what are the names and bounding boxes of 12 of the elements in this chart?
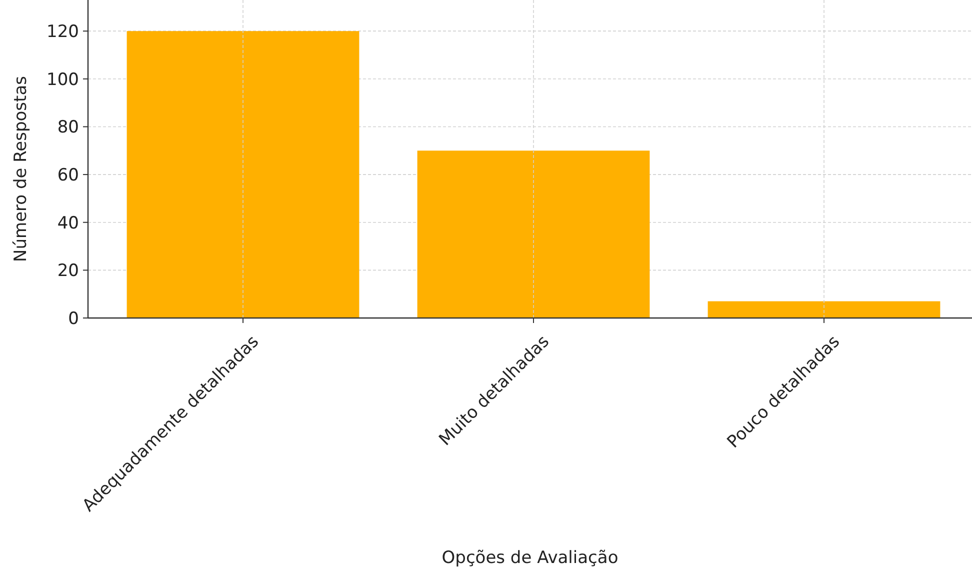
y-axis-title: Número de Respostas (11, 76, 31, 262)
y-tick-label: 20 (57, 261, 79, 282)
bar (708, 301, 940, 318)
y-tick-label: 120 (46, 22, 79, 42)
x-axis-title: Opções de Avaliação (442, 548, 618, 568)
y-tick-label: 0 (68, 308, 79, 329)
y-tick-label: 80 (57, 118, 79, 138)
y-tick-label: 40 (57, 213, 79, 234)
y-tick-label: 60 (57, 165, 79, 186)
y-tick-label: 100 (46, 70, 79, 90)
bar (126, 31, 360, 318)
bar (417, 150, 650, 318)
